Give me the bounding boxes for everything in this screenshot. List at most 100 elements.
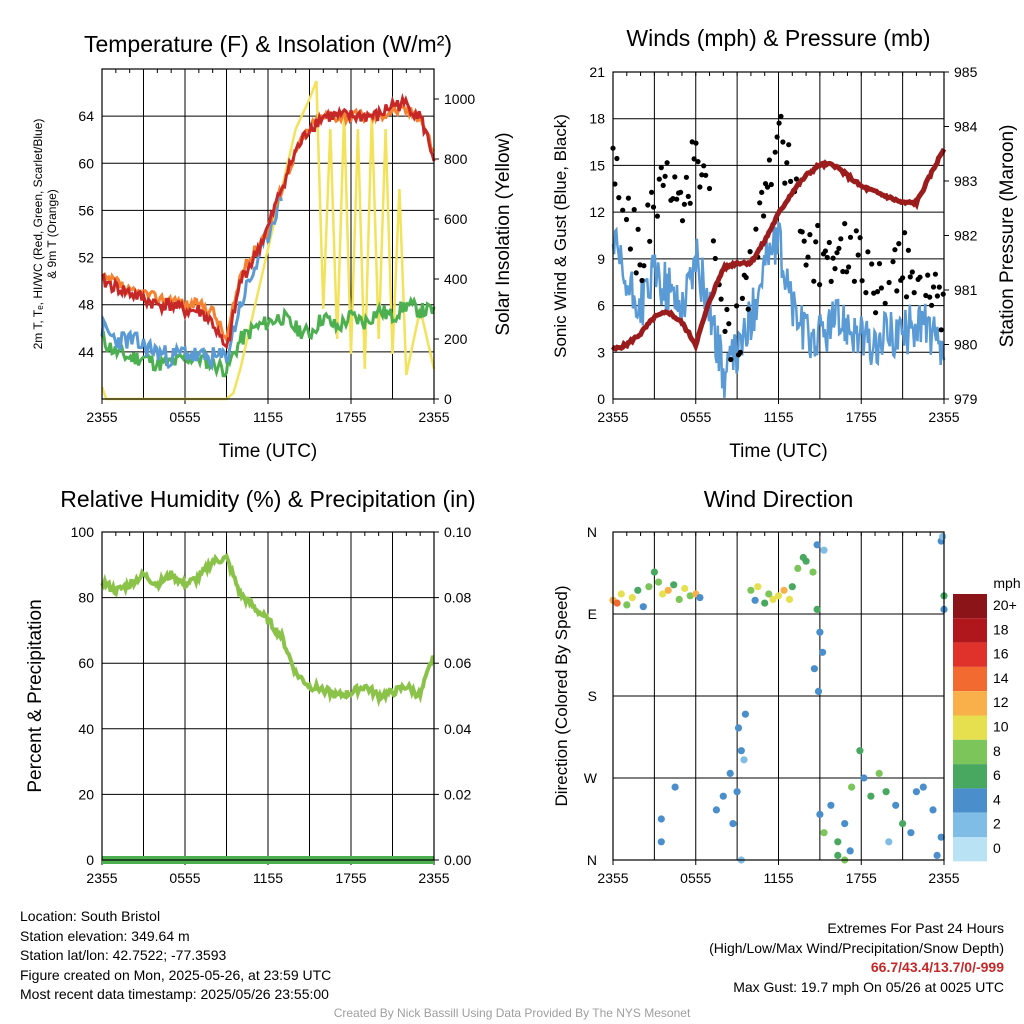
gust-point [932, 271, 939, 277]
y-tick-label-right: 1000 [444, 91, 475, 107]
direction-point [846, 847, 854, 855]
gust-point [737, 349, 744, 355]
gust-point [844, 269, 850, 275]
gust-point [822, 248, 829, 254]
gust-point [902, 230, 908, 236]
x-tick-label: 2355 [928, 870, 959, 886]
gust-point [774, 134, 780, 140]
direction-point [686, 592, 694, 600]
gust-point [817, 282, 823, 288]
direction-point [737, 747, 745, 755]
colorbar-label: 8 [993, 743, 1001, 759]
gust-point [905, 247, 912, 253]
gust-point [788, 178, 794, 184]
colorbar-swatch [953, 739, 987, 765]
gust-point [869, 261, 875, 267]
gust-point [679, 218, 686, 224]
gust-point [826, 239, 832, 246]
y-tick-label-left: 40 [78, 721, 94, 737]
colorbar-swatch [953, 788, 987, 813]
direction-point [675, 595, 683, 604]
gust-point [863, 290, 869, 296]
gust-point [710, 238, 717, 244]
gust-point [706, 185, 713, 192]
direction-point [754, 583, 762, 591]
direction-point [820, 829, 828, 837]
series-line-rh [100, 553, 435, 708]
direction-point [726, 769, 734, 778]
direction-point [819, 648, 827, 656]
y-tick-label-right: 985 [954, 64, 978, 80]
y-tick-label: E [588, 606, 597, 622]
gust-point [701, 163, 707, 169]
gust-point [853, 228, 859, 234]
y-tick-label-left: 0 [597, 391, 605, 407]
gust-point [940, 291, 946, 297]
colorbar-swatch [953, 764, 987, 789]
gust-point [934, 293, 941, 299]
direction-point [875, 769, 883, 778]
x-tick-label: 0555 [680, 409, 711, 425]
gust-point [635, 226, 641, 232]
panel-wind-direction: 2355 0555 1155 1755 2355 Wind Direction N W S E N D… [552, 486, 1021, 886]
colorbar-swatch [953, 618, 987, 643]
y-tick-label-left: 12 [589, 204, 605, 220]
direction-point [929, 806, 937, 814]
y-tick-label: S [588, 688, 597, 704]
direction-point [645, 583, 653, 591]
gust-point [896, 241, 902, 247]
y-tick-label-left: 44 [78, 344, 94, 360]
direction-point [813, 541, 821, 549]
direction-point [613, 599, 621, 607]
gust-point [612, 181, 618, 187]
gust-point [712, 255, 718, 262]
y-axis-label-right: Solar Insolation (Yellow) [493, 132, 514, 335]
x-tick-label: 0555 [680, 870, 711, 886]
gust-point [927, 294, 933, 300]
colorbar-swatch [953, 812, 987, 837]
gust-point [645, 202, 651, 208]
x-tick-label: 0555 [169, 870, 200, 886]
direction-point [933, 851, 941, 860]
gust-point [813, 239, 819, 245]
gust-point [857, 235, 863, 241]
extremes-values: 66.7/43.4/13.7/0/-999 [870, 959, 1004, 975]
direction-point [892, 801, 900, 809]
direction-point [670, 581, 678, 589]
x-tick-label: 2355 [597, 870, 628, 886]
gust-point [782, 180, 788, 186]
y-axis-label-left: Sonic Wind & Gust (Blue, Black) [551, 114, 570, 358]
y-tick-label-right: 200 [444, 331, 468, 347]
gust-point [815, 222, 821, 229]
gust-point [834, 250, 840, 256]
station-info: Location: South Bristol Station elevatio… [20, 907, 331, 1005]
gust-point [909, 269, 915, 275]
y-tick-label-right: 0.00 [444, 852, 471, 868]
gust-point [693, 140, 699, 146]
y-tick-label-left: 21 [589, 64, 605, 80]
gust-point [824, 254, 830, 261]
y-tick-label-left: 56 [78, 202, 94, 218]
panel-winds-pressure: 2355 0555 1155 1755 2355 Winds (mph) & Pressu… [551, 25, 1018, 462]
colorbar-swatch [953, 691, 987, 716]
gust-point [838, 236, 844, 242]
x-tick-label: 1155 [763, 870, 793, 886]
gust-point [743, 274, 749, 281]
direction-point [681, 584, 689, 593]
extremes-info: Extremes For Past 24 Hours (High/Low/Max… [709, 919, 1004, 997]
gust-point [726, 321, 732, 327]
extremes-title: Extremes For Past 24 Hours [827, 920, 1004, 936]
recent-text: Most recent data timestamp: 2025/05/26 2… [20, 986, 329, 1002]
colorbar-label: 6 [993, 767, 1001, 783]
gust-point [847, 234, 854, 240]
plot-frame [101, 531, 435, 861]
direction-point [788, 583, 796, 591]
direction-point [907, 829, 915, 837]
colorbar-label: 10 [993, 719, 1009, 735]
direction-point [919, 783, 927, 791]
gust-point [747, 249, 753, 255]
gust-point [923, 292, 929, 299]
x-tick-label: 2355 [928, 409, 959, 425]
gust-point [793, 176, 800, 182]
